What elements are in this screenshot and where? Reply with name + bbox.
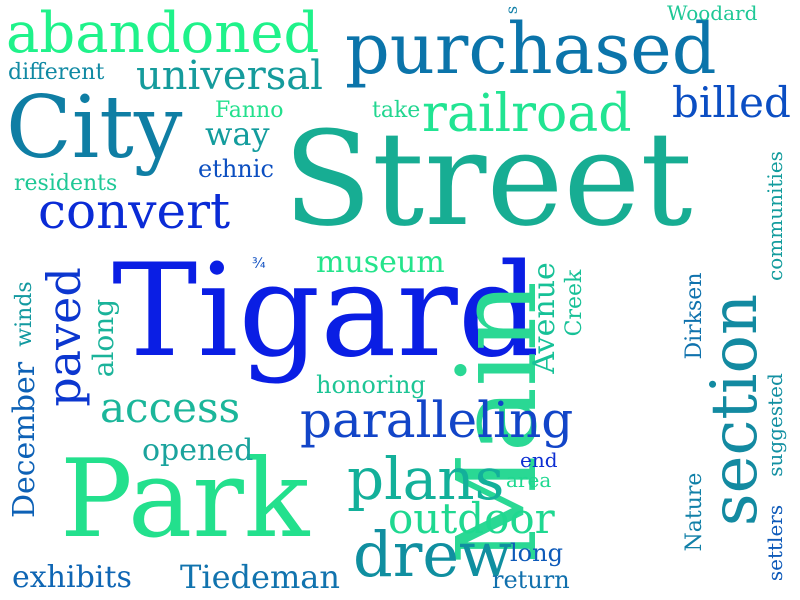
word-communities: communities [763,151,787,281]
word-honoring: honoring [316,371,426,399]
word-suggested: suggested [763,373,787,477]
word-billed: billed [672,78,791,127]
word-settlers: settlers [763,504,787,582]
word-way: way [205,115,270,153]
word-avenue: Avenue [527,262,562,374]
word-nature: Nature [682,472,707,552]
word-outdoor: outdoor [388,494,555,543]
word-residents: residents [14,171,118,196]
word-along: along [87,298,120,378]
word-tigard: Tigard [112,237,540,386]
word-plans: plans [347,445,505,513]
word-purchased: purchased [345,8,717,90]
word-take: take [372,98,421,123]
word-creek: Creek [562,269,587,337]
word-ethnic: ethnic [198,155,274,183]
word-return: return [492,566,570,594]
word-opened: opened [142,433,254,468]
word-street: Street [283,103,693,255]
word-railroad: railroad [422,84,632,144]
word-woodard: Woodard [667,1,758,25]
word-end: end [520,448,558,472]
word-area: area [506,468,552,492]
word-park: Park [60,437,310,562]
word-universal: universal [136,53,323,99]
word-paralleling: paralleling [300,391,574,449]
word-winds: winds [12,281,37,347]
word-museum: museum [316,245,445,280]
word-different: different [8,60,105,85]
word-exhibits: exhibits [12,560,132,595]
word-section: section [698,293,772,527]
word-access: access [100,383,241,432]
word-three-quarters: ¾ [252,256,266,272]
word-paved: paved [37,267,91,407]
word-tiedeman: Tiedeman [180,558,340,596]
word-convert: convert [38,182,231,240]
word-drew: drew [353,518,513,591]
word-long: long [510,539,563,567]
word-fanno: Fanno [215,98,284,123]
word-city: City [6,78,183,178]
word-s: s [502,5,521,15]
word-december: December [7,361,42,519]
word-dirksen: Dirksen [682,272,707,360]
word-abandoned: abandoned [6,1,320,66]
